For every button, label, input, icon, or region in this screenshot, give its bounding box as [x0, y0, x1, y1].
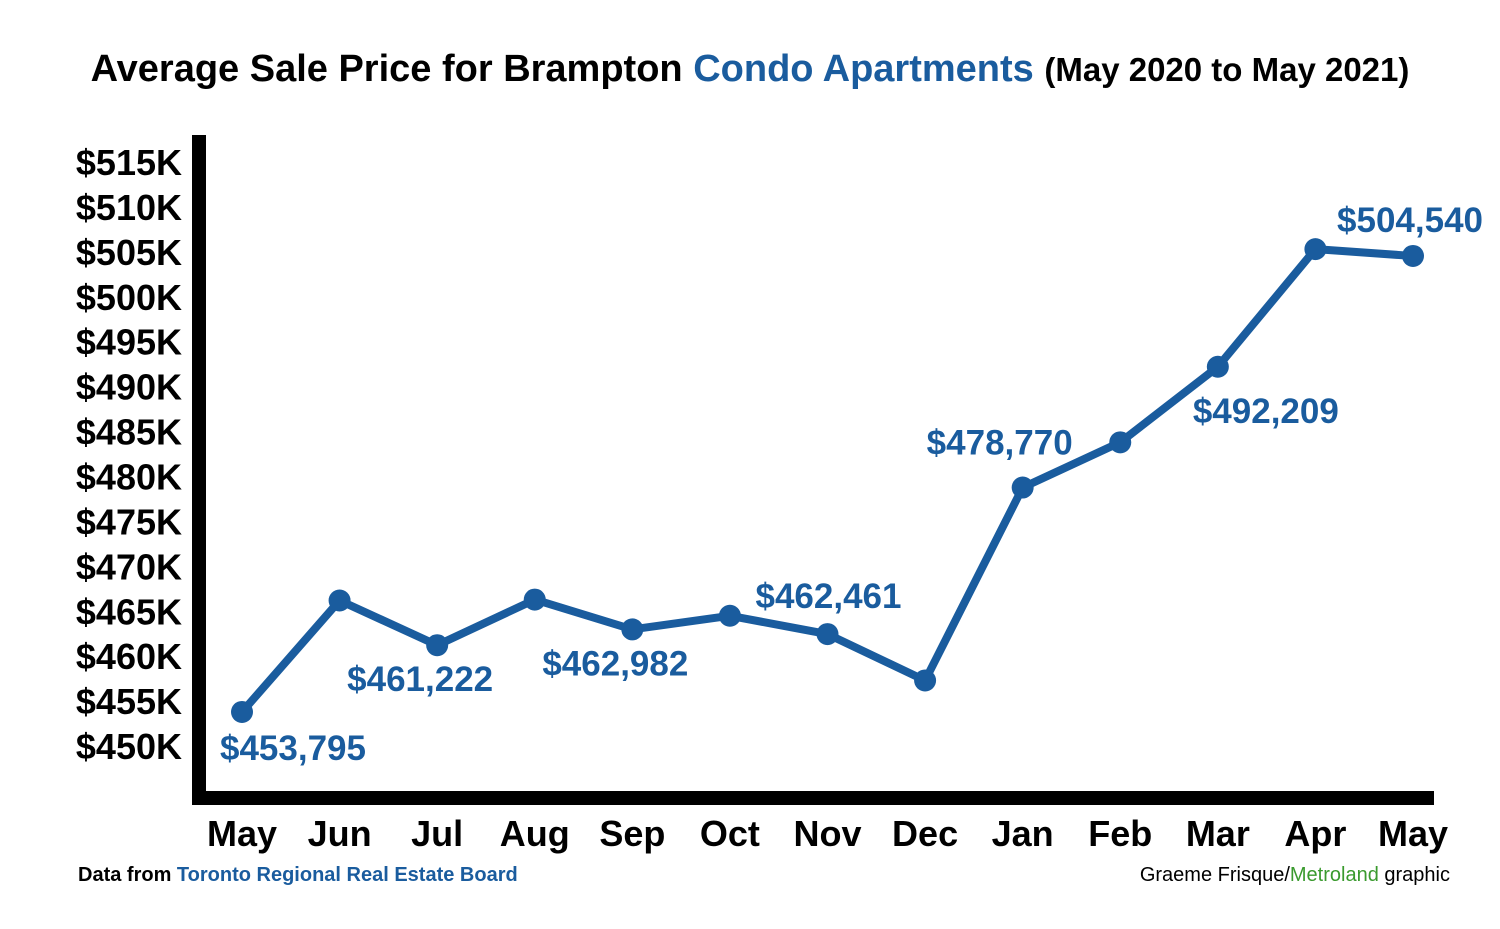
credit-note: Graeme Frisque/Metroland graphic [1140, 864, 1450, 887]
y-tick-label: $515K [76, 142, 182, 183]
title-accent: Condo Apartments [693, 48, 1034, 90]
x-axis-line [192, 791, 1434, 805]
y-tick-label: $485K [76, 412, 182, 453]
y-tick-label: $455K [76, 681, 182, 722]
data-label: $478,770 [927, 424, 1073, 463]
y-tick-label: $470K [76, 546, 182, 587]
y-tick-label: $490K [76, 367, 182, 408]
title-suffix: (May 2020 to May 2021) [1044, 51, 1410, 88]
credit-author: Graeme Frisque/ [1139, 864, 1290, 886]
x-tick-label: Nov [793, 813, 861, 854]
data-point [621, 618, 644, 641]
data-point [1011, 476, 1034, 499]
x-tick-label: Jun [308, 813, 372, 854]
data-point [1304, 238, 1327, 261]
y-tick-label: $510K [76, 187, 182, 228]
data-point [1206, 355, 1229, 378]
price-series [231, 238, 1424, 723]
data-label: $462,461 [756, 577, 902, 616]
data-point [718, 604, 741, 627]
data-labels: $453,795 $461,222 $462,982 $462,461 $478,770… [220, 201, 1483, 768]
y-tick-label: $460K [76, 636, 182, 677]
y-tick-label: $500K [76, 277, 182, 318]
source-prefix: Data from [78, 864, 172, 886]
y-tick-label: $505K [76, 232, 182, 273]
x-tick-label: May [1378, 813, 1448, 854]
x-tick-label: Feb [1088, 813, 1152, 854]
x-tick-label: Apr [1284, 813, 1346, 854]
x-tick-label: Jan [992, 813, 1054, 854]
y-tick-label: $495K [76, 322, 182, 363]
data-label: $462,982 [542, 644, 688, 683]
y-tick-labels: $450K$455K$460K$465K$470K$475K$480K$485K… [76, 142, 182, 767]
y-tick-label: $450K [76, 726, 182, 767]
y-tick-label: $475K [76, 501, 182, 542]
data-label: $492,209 [1193, 392, 1339, 431]
x-tick-labels: May Jun Jul Aug Sep Oct Nov Dec Jan Feb Mar Apr May [207, 813, 1448, 854]
data-point [816, 623, 839, 646]
x-tick-label: Jul [411, 813, 463, 854]
chart-title: Average Sale Price for Brampton Condo Ap… [0, 48, 1500, 91]
y-axis-line [192, 135, 206, 805]
title-prefix: Average Sale Price for Brampton [90, 48, 683, 90]
x-tick-label: May [207, 813, 277, 854]
x-tick-label: Aug [500, 813, 570, 854]
y-tick-label: $465K [76, 591, 182, 632]
data-point [426, 634, 449, 657]
x-tick-label: Oct [700, 813, 760, 854]
x-tick-label: Dec [892, 813, 958, 854]
data-point [914, 669, 937, 692]
credit-suffix: graphic [1384, 864, 1450, 886]
data-point [523, 588, 546, 611]
x-tick-label: Mar [1186, 813, 1250, 854]
y-tick-label: $480K [76, 456, 182, 497]
data-label: $504,540 [1337, 201, 1483, 240]
data-label: $461,222 [347, 660, 493, 699]
source-name: Toronto Regional Real Estate Board [176, 864, 518, 886]
source-note: Data from Toronto Regional Real Estate B… [78, 864, 518, 887]
data-point [1109, 431, 1132, 454]
data-point [1402, 244, 1424, 267]
credit-org: Metroland [1289, 864, 1379, 886]
chart-axes [192, 135, 1434, 805]
x-tick-label: Sep [599, 813, 665, 854]
data-point [328, 589, 351, 612]
data-label: $453,795 [220, 729, 366, 768]
data-point [231, 700, 253, 723]
